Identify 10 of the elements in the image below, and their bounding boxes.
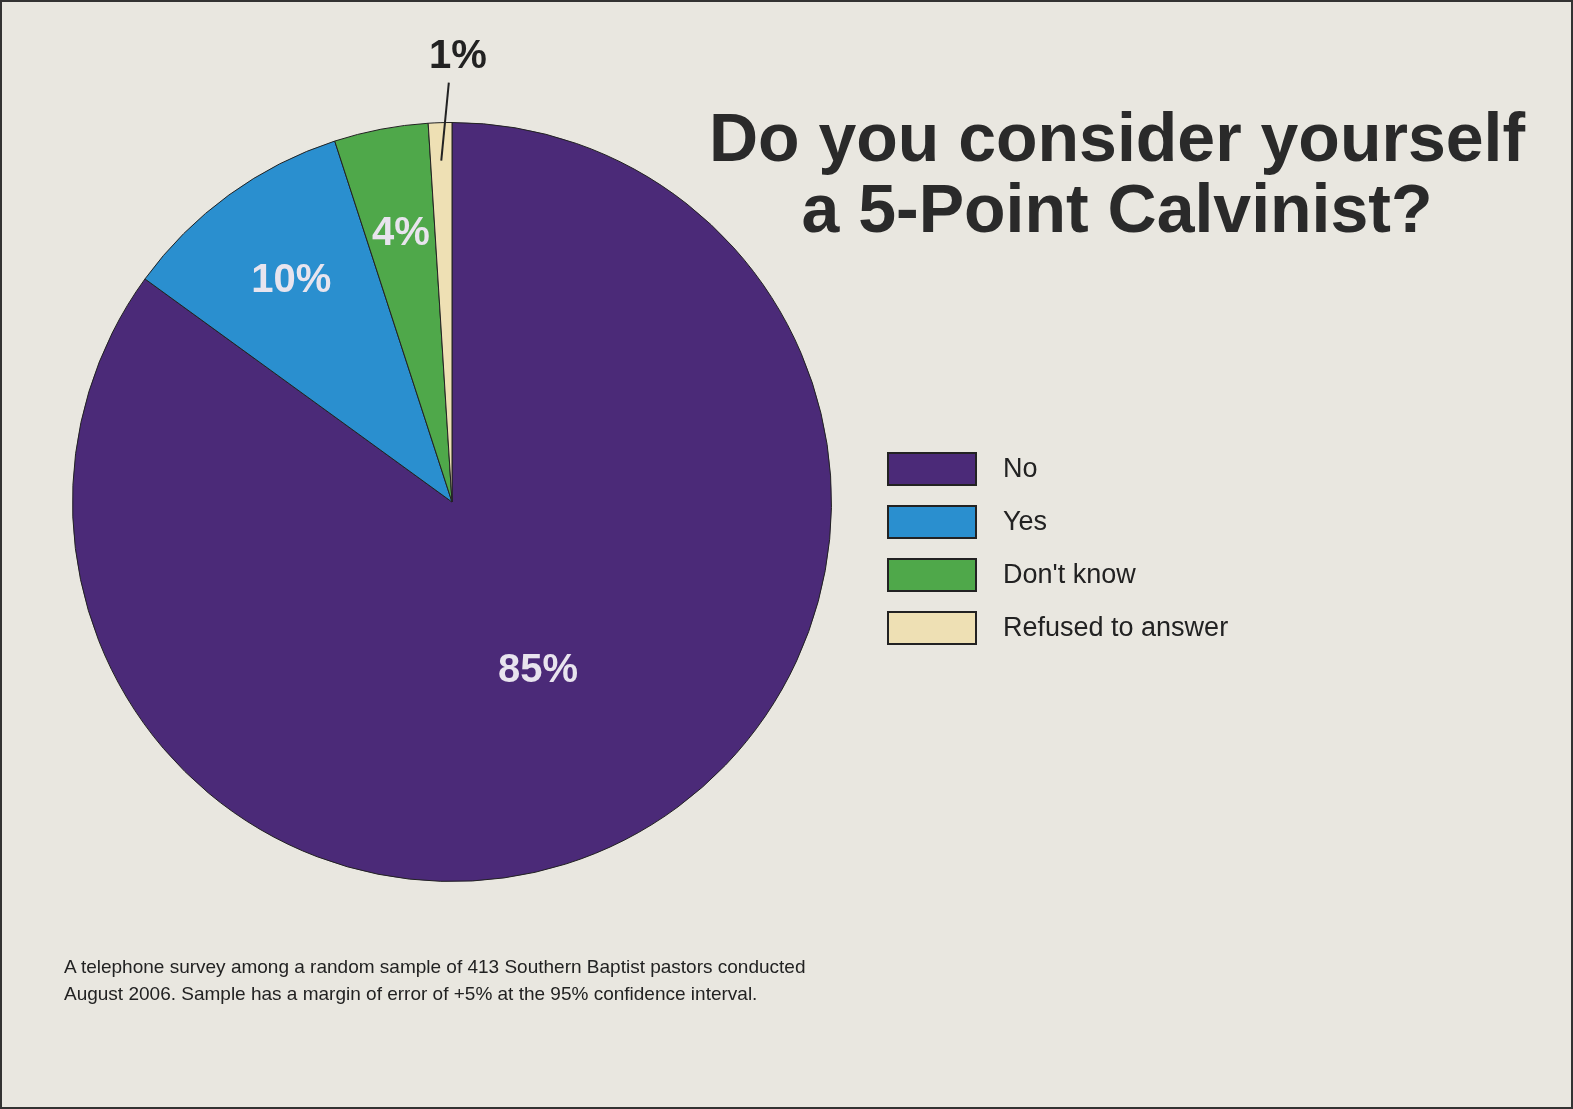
text: Do you consider yourself a 5-Point Calvinist? [707, 99, 1527, 247]
data-label: 4% [371, 208, 430, 253]
legend-label: Don't know [1003, 559, 1136, 590]
data-label: 1% [429, 31, 487, 76]
legend-label: Yes [1003, 506, 1048, 537]
data-label: 10% [251, 255, 332, 300]
legend-label: Refused to answer [1003, 612, 1229, 643]
legend-label: No [1003, 453, 1038, 484]
text: A telephone survey among a random sample of 413 Southern Baptist pastors conducted August 2006. Sample has a margin of error of +5% at the 95% confidence interval. [64, 955, 807, 1006]
data-label: 85% [498, 646, 579, 691]
